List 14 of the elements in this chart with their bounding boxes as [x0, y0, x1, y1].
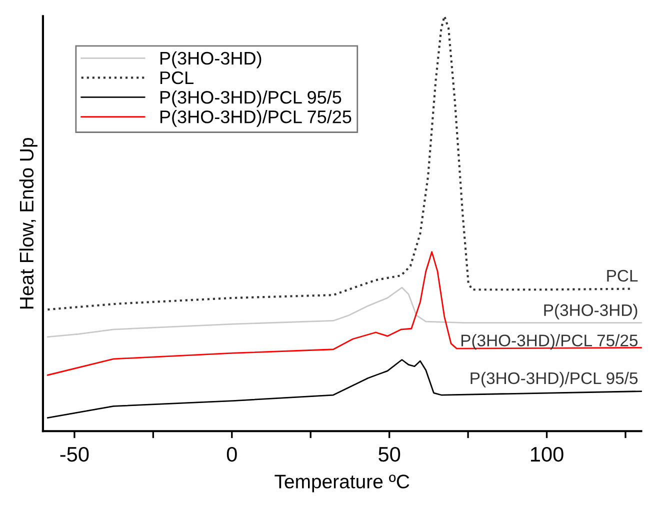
x-tick-label: 50: [378, 446, 400, 462]
x-tick-label: 0: [226, 446, 237, 462]
legend-label: P(3HO-3HD)/PCL 75/25: [160, 110, 352, 127]
legend-label: P(3HO-3HD)/PCL 95/5: [160, 90, 342, 108]
annotation: PCL: [607, 270, 638, 282]
annotation: P(3HO-3HD)/PCL 75/25: [461, 334, 638, 350]
x-tick-label: -50: [60, 446, 89, 462]
legend-label: P(3HO-3HD): [160, 51, 262, 68]
x-axis-title: Temperature ºC: [274, 474, 410, 492]
annotation: P(3HO-3HD)/PCL 95/5: [470, 372, 638, 388]
x-tick-label: 100: [530, 446, 564, 462]
y-axis-title: Heat Flow, Endo Up: [19, 138, 38, 309]
legend-label: PCL: [160, 71, 194, 84]
annotation: P(3HO-3HD): [544, 304, 638, 320]
